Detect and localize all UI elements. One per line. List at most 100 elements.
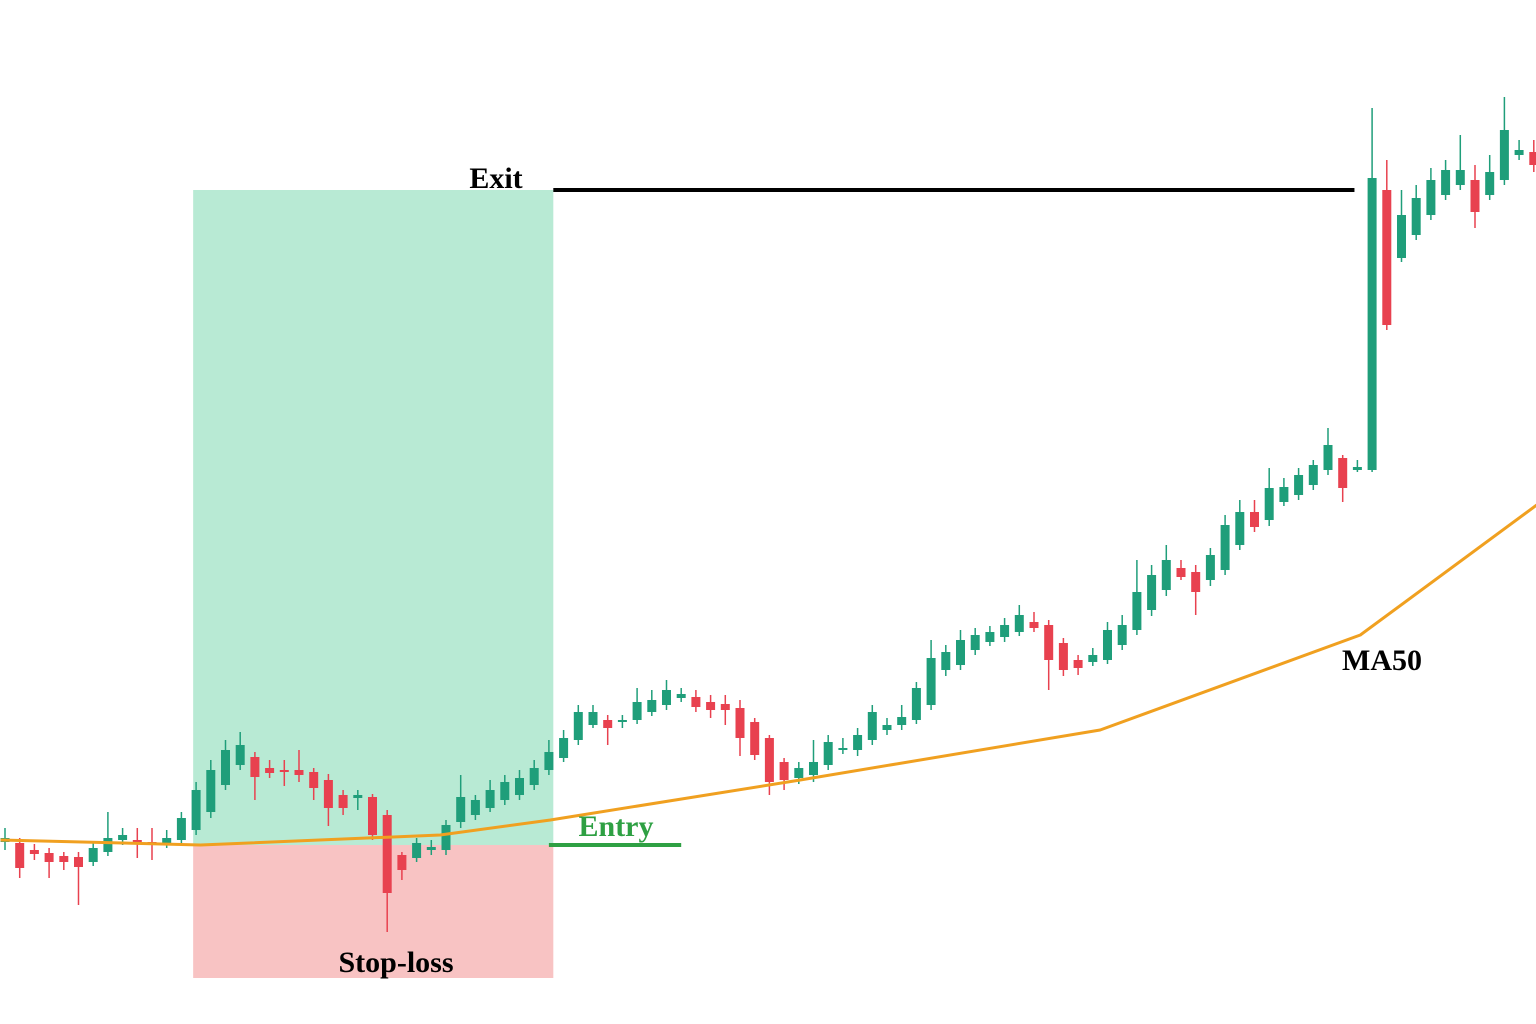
candle-body [1088,655,1098,662]
candle-body [720,704,730,710]
candle-body [426,847,436,850]
candle-body [15,843,25,868]
loss-zone [193,845,554,978]
candle-body [1191,572,1201,592]
candle-body [603,720,613,728]
candle-body [897,717,907,725]
candle-body [1058,643,1068,670]
candle-body [1382,190,1392,325]
candle-body [206,770,216,812]
candle-body [647,700,657,712]
candle-body [1485,172,1495,195]
plot [0,97,1536,932]
candle-body [353,795,363,798]
candle-body [764,738,774,782]
candle-body [441,825,451,850]
candle-body [485,790,495,808]
candle-body [529,768,539,785]
zones [193,188,1355,978]
exit-label: Exit [469,162,522,195]
candle-body [794,768,804,778]
candle-body [867,712,877,740]
candle-body [735,708,745,738]
candle-body [823,742,833,765]
candle-body [1529,152,1536,165]
candle-body [1132,592,1142,630]
candle-body [1411,198,1421,235]
candle-body [309,772,319,788]
candle-body [853,735,863,750]
candle-body [1102,630,1112,660]
candle-body [955,640,965,665]
candle-body [779,762,789,780]
candle-body [235,745,245,765]
candle-body [573,712,583,740]
candle-body [1000,625,1010,637]
candle-body [470,800,480,815]
candle-body [456,797,466,822]
candle-body [661,690,671,705]
candle-body [1220,525,1230,570]
candle-body [220,750,230,785]
candle-body [691,697,701,707]
candle-body [1264,488,1274,520]
candle-body [1514,150,1524,155]
candle-body [1294,475,1304,495]
candle-body [1161,560,1171,590]
candle-body [88,848,98,862]
candle-body [338,795,348,808]
candle-body [1367,178,1377,470]
candle-body [676,694,686,698]
candle-body [808,762,818,775]
candle-body [1499,130,1509,180]
candle-body [1352,467,1362,470]
candle-body [544,752,554,770]
candle-body [118,835,128,840]
candle-body [926,658,936,705]
candle-body [500,782,510,800]
profit-zone [193,190,554,845]
candle-body [265,768,275,773]
candle-body [191,790,201,830]
candle-body [382,815,392,893]
candle-body [1147,575,1157,610]
candle-body [588,712,598,725]
candle-body [1426,180,1436,215]
candle-body [176,818,186,840]
candle-body [1323,445,1333,470]
candle-body [73,857,83,867]
candle-body [617,720,627,722]
candle-body [1073,660,1083,668]
candle-body [1014,615,1024,632]
candle-body [1441,170,1451,195]
candle-body [59,856,69,862]
candle-body [397,855,407,870]
candle-body [514,778,524,795]
candle-body [1396,215,1406,258]
candle-body [632,702,642,720]
candle-body [132,840,142,843]
candle-body [750,722,760,755]
candle-body [1117,625,1127,645]
candle-body [1044,625,1054,660]
candle-body [941,652,951,670]
candle-body [1205,555,1215,580]
candle-body [882,725,892,730]
candle-body [1308,465,1318,485]
candle-body [103,838,113,852]
candle-body [29,850,39,854]
candle-body [1455,170,1465,185]
candle-body [44,853,54,862]
candle-body [1029,622,1039,628]
candle-body [250,757,260,777]
candle-body [706,702,716,710]
candle-body [367,797,377,835]
candle-body [1249,512,1259,527]
candle-body [559,738,569,758]
ma-line [0,503,1536,847]
candle-body [323,780,333,808]
candle-body [1470,180,1480,212]
candle-body [279,770,289,772]
candle-body [412,843,422,858]
